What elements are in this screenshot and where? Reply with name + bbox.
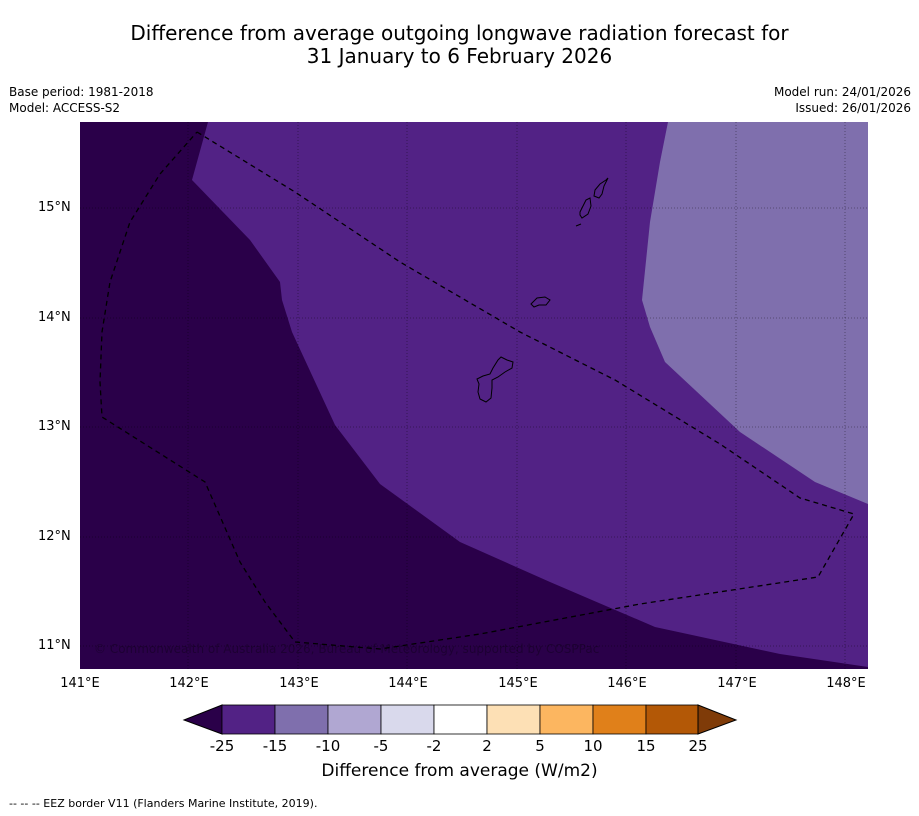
colorbar-label-minus5: -5 — [373, 737, 389, 755]
map-title: Difference from average outgoing longwav… — [0, 22, 919, 68]
lon-label-142e: 142°E — [169, 676, 209, 691]
lat-label-12n: 12°N — [38, 529, 71, 544]
colorbar — [182, 704, 738, 735]
colorbar-label-10: 10 — [583, 737, 603, 755]
region-minus15-to-minus10 — [642, 122, 868, 504]
island-saipan — [593, 177, 609, 199]
model-run: Model run: 24/01/2026 — [773, 85, 911, 99]
lat-label-11n: 11°N — [38, 638, 71, 653]
copyright-notice: © Commonwealth of Australia 2026, Bureau… — [94, 642, 599, 656]
colorbar-bin-1 — [221, 704, 276, 735]
island-guam — [476, 356, 514, 403]
lon-label-145e: 145°E — [498, 676, 538, 691]
colorbar-label-minus10: -10 — [315, 737, 341, 755]
colorbar-bin-5 — [433, 704, 488, 735]
colorbar-extend-high — [697, 704, 738, 735]
colorbar-title: Difference from average (W/m2) — [321, 761, 598, 781]
colorbar-bin-4 — [380, 704, 435, 735]
lat-label-14n: 14°N — [38, 310, 71, 325]
eez-footnote: -- -- -- EEZ border V11 (Flanders Marine… — [9, 797, 318, 810]
colorbar-label-2: 2 — [482, 737, 492, 755]
colorbar-label-minus15: -15 — [262, 737, 288, 755]
colorbar-bin-9 — [645, 704, 699, 735]
meta-left: Base period: 1981-2018 Model: ACCESS-S2 — [9, 84, 154, 116]
lon-label-146e: 146°E — [607, 676, 647, 691]
lon-label-141e: 141°E — [60, 676, 100, 691]
colorbar-bin-7 — [539, 704, 594, 735]
island-aguijan — [575, 223, 582, 227]
colorbar-bin-2 — [274, 704, 329, 735]
colorbar-bin-8 — [592, 704, 647, 735]
colorbar-bin-3 — [327, 704, 382, 735]
lon-label-144e: 144°E — [388, 676, 428, 691]
base-period: Base period: 1981-2018 — [9, 85, 154, 99]
lat-label-13n: 13°N — [38, 419, 71, 434]
island-rota — [530, 296, 551, 308]
colorbar-label-5: 5 — [535, 737, 545, 755]
colorbar-label-25: 25 — [688, 737, 708, 755]
lat-label-15n: 15°N — [38, 200, 71, 215]
eez-border — [99, 131, 855, 650]
model-name: Model: ACCESS-S2 — [9, 101, 121, 115]
lon-label-143e: 143°E — [279, 676, 319, 691]
olr-anomaly-map: © Commonwealth of Australia 2026, Bureau… — [80, 122, 868, 669]
colorbar-label-15: 15 — [636, 737, 656, 755]
meta-right: Model run: 24/01/2026 Issued: 26/01/2026 — [774, 84, 911, 116]
lon-label-148e: 148°E — [826, 676, 866, 691]
title-line-2: 31 January to 6 February 2026 — [306, 44, 613, 68]
colorbar-bin-6 — [486, 704, 541, 735]
lon-label-147e: 147°E — [717, 676, 757, 691]
colorbar-label-minus25: -25 — [209, 737, 235, 755]
issued-date: Issued: 26/01/2026 — [795, 101, 911, 115]
island-tinian — [579, 197, 592, 219]
colorbar-label-minus2: -2 — [426, 737, 442, 755]
colorbar-extend-low — [182, 704, 223, 735]
title-line-1: Difference from average outgoing longwav… — [130, 21, 789, 45]
graticule — [80, 122, 868, 669]
